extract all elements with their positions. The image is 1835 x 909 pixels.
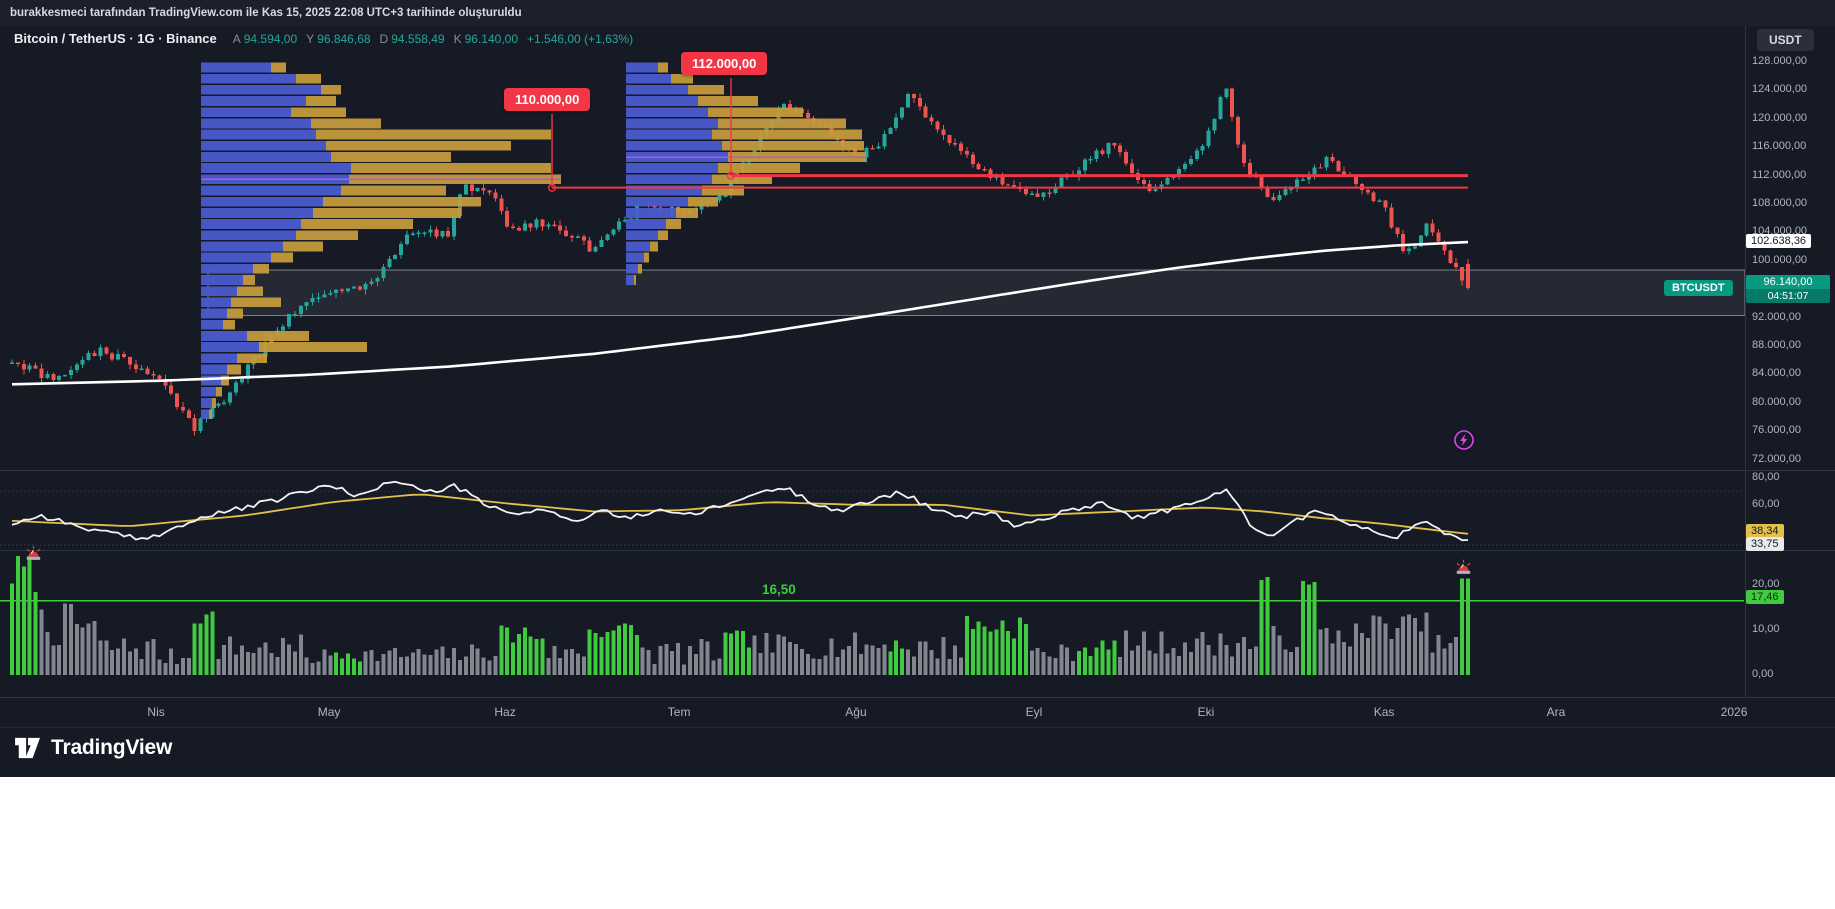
time-axis-label: Ara	[1546, 705, 1566, 719]
tradingview-mark-icon	[15, 737, 40, 759]
volume-profile-2	[625, 62, 866, 285]
moving-average-line	[11, 240, 1469, 386]
symbol-title[interactable]: Bitcoin / TetherUS · 1G · Binance	[14, 31, 217, 46]
price-axis-label: 72.000,00	[1752, 452, 1801, 465]
indicator-value-badge: 17,46	[1746, 590, 1784, 604]
currency-toggle-button[interactable]: USDT	[1757, 29, 1814, 51]
symbol-badge: BTCUSDT	[1664, 280, 1733, 296]
price-axis-label: 128.000,00	[1752, 55, 1808, 67]
rsi-axis-label: 80,00	[1752, 471, 1780, 483]
siren-alert-icon[interactable]	[1455, 559, 1472, 576]
price-axis-label: 80.000,00	[1752, 395, 1801, 408]
time-axis-label: Haz	[494, 705, 516, 719]
time-axis-label: Kas	[1373, 705, 1395, 719]
page-background-strip	[0, 777, 1835, 909]
lightning-alert-icon[interactable]	[1452, 428, 1476, 452]
price-axis-label: 120.000,00	[1752, 111, 1808, 124]
price-axis-label: 84.000,00	[1752, 367, 1801, 380]
price-axis-label: 88.000,00	[1752, 339, 1801, 351]
rsi-value-badge: 33,75	[1746, 537, 1784, 551]
low-value: 94.558,49	[391, 32, 445, 46]
open-value: 94.594,00	[243, 32, 298, 46]
rsi-ma-value-badge: 38,34	[1746, 524, 1784, 538]
time-axis-label: Eyl	[1025, 705, 1043, 719]
time-axis-label: 2026	[1720, 705, 1748, 719]
ohlc-values: A 94.594,00 Y 96.846,68 D 94.558,49 K 96…	[233, 32, 633, 46]
attribution-bar: burakkesmeci tarafından TradingView.com …	[0, 0, 1835, 26]
price-axis-label: 116.000,00	[1752, 140, 1807, 153]
tradingview-logo[interactable]: TradingView	[14, 736, 172, 760]
indicator-axis-label: 0,00	[1752, 668, 1774, 680]
high-value: 96.846,68	[317, 32, 371, 46]
close-value: 96.140,00	[464, 32, 519, 46]
attribution-text: burakkesmeci tarafından TradingView.com …	[10, 7, 522, 19]
price-axis-label: 104.000,00	[1752, 225, 1808, 238]
low-label: D	[379, 32, 389, 46]
price-axis-label: 100.000,00	[1752, 253, 1808, 266]
pane-dividers	[0, 26, 1835, 728]
price-level-lines	[547, 78, 1468, 192]
last-price-badge: 96.140,00 04:51:07	[1746, 275, 1830, 303]
time-axis-label: Nis	[147, 705, 165, 719]
volume-profile-1	[200, 62, 561, 420]
alert-histogram-pane	[0, 555, 1744, 675]
siren-alert-icon[interactable]	[25, 545, 42, 562]
price-axis-label: 76.000,00	[1752, 424, 1801, 437]
price-axis-label: 92.000,00	[1752, 310, 1801, 323]
bar-countdown: 04:51:07	[1746, 289, 1830, 303]
price-level-label-112000[interactable]: 112.000,00	[681, 52, 768, 75]
indicator-axis-label: 10,00	[1752, 623, 1780, 635]
close-label: K	[453, 32, 462, 46]
time-axis-label: Ağu	[845, 705, 867, 719]
rsi-pane	[0, 480, 1744, 546]
threshold-line-label: 16,50	[762, 582, 796, 597]
price-level-label-110000[interactable]: 110.000,00	[504, 88, 591, 111]
symbol-info-row: Bitcoin / TetherUS · 1G · Binance A 94.5…	[14, 31, 633, 46]
last-price-value: 96.140,00	[1746, 275, 1830, 289]
time-axis-label: Tem	[667, 705, 691, 719]
price-axis-label: 124.000,00	[1752, 83, 1808, 96]
indicator-axis-label: 20,00	[1752, 578, 1780, 590]
price-axis[interactable]	[1745, 26, 1835, 697]
price-axis-label: 108.000,00	[1752, 197, 1808, 209]
rsi-axis-label: 60,00	[1752, 497, 1780, 510]
ma-value-badge: 102.638,36	[1746, 234, 1812, 248]
supply-demand-zone	[207, 269, 1746, 316]
high-label: Y	[306, 32, 315, 46]
open-label: A	[232, 32, 241, 46]
tradingview-wordmark: TradingView	[51, 736, 173, 759]
time-axis-label: Eki	[1197, 705, 1215, 719]
price-axis-label: 112.000,00	[1752, 168, 1807, 181]
change-value: +1.546,00 (+1,63%)	[527, 32, 634, 46]
time-axis-label: May	[317, 705, 341, 719]
